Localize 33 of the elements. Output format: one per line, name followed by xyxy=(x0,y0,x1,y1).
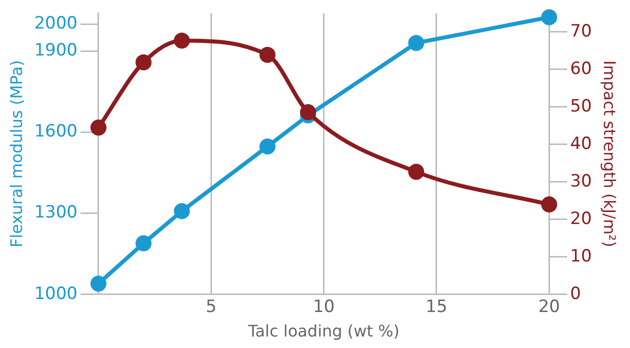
x-tick-label: 20 xyxy=(538,297,560,318)
point xyxy=(259,46,276,63)
point xyxy=(174,32,190,49)
x-axis-title: Talc loading (wt %) xyxy=(247,322,400,341)
point xyxy=(174,203,190,220)
y2-tick-label: 40 xyxy=(570,134,592,154)
y2-tick-label: 50 xyxy=(570,96,592,116)
point xyxy=(541,9,558,26)
point xyxy=(408,34,424,51)
point xyxy=(136,54,152,70)
point xyxy=(541,196,558,212)
x-tick-label: 10 xyxy=(312,297,335,318)
point xyxy=(90,276,106,292)
point xyxy=(259,138,276,154)
y-tick-label: 1300 xyxy=(34,202,78,223)
point xyxy=(136,235,152,252)
y-axis-title: Flexural modulus (MPa) xyxy=(6,60,26,248)
y-tick-label: 1900 xyxy=(34,40,78,60)
y2-tick-label: 70 xyxy=(570,21,592,42)
x-tick-label: 5 xyxy=(206,297,217,318)
y2-tick-label: 30 xyxy=(570,171,592,192)
y2-tick-label: 10 xyxy=(570,246,592,266)
y-tick-label: 1600 xyxy=(34,122,78,142)
point xyxy=(300,104,316,120)
point xyxy=(90,120,106,136)
x-tick-label: 15 xyxy=(426,297,448,318)
y-tick-label: 2000 xyxy=(34,13,78,34)
y2-tick-label: 20 xyxy=(570,208,592,229)
point xyxy=(408,164,424,180)
y-tick-label: 1000 xyxy=(34,284,78,304)
y2-tick-label: 0 xyxy=(570,284,581,304)
y2-tick-label: 60 xyxy=(570,58,592,79)
y2-axis-title: Impact strength (kJ/m²) xyxy=(600,60,620,248)
